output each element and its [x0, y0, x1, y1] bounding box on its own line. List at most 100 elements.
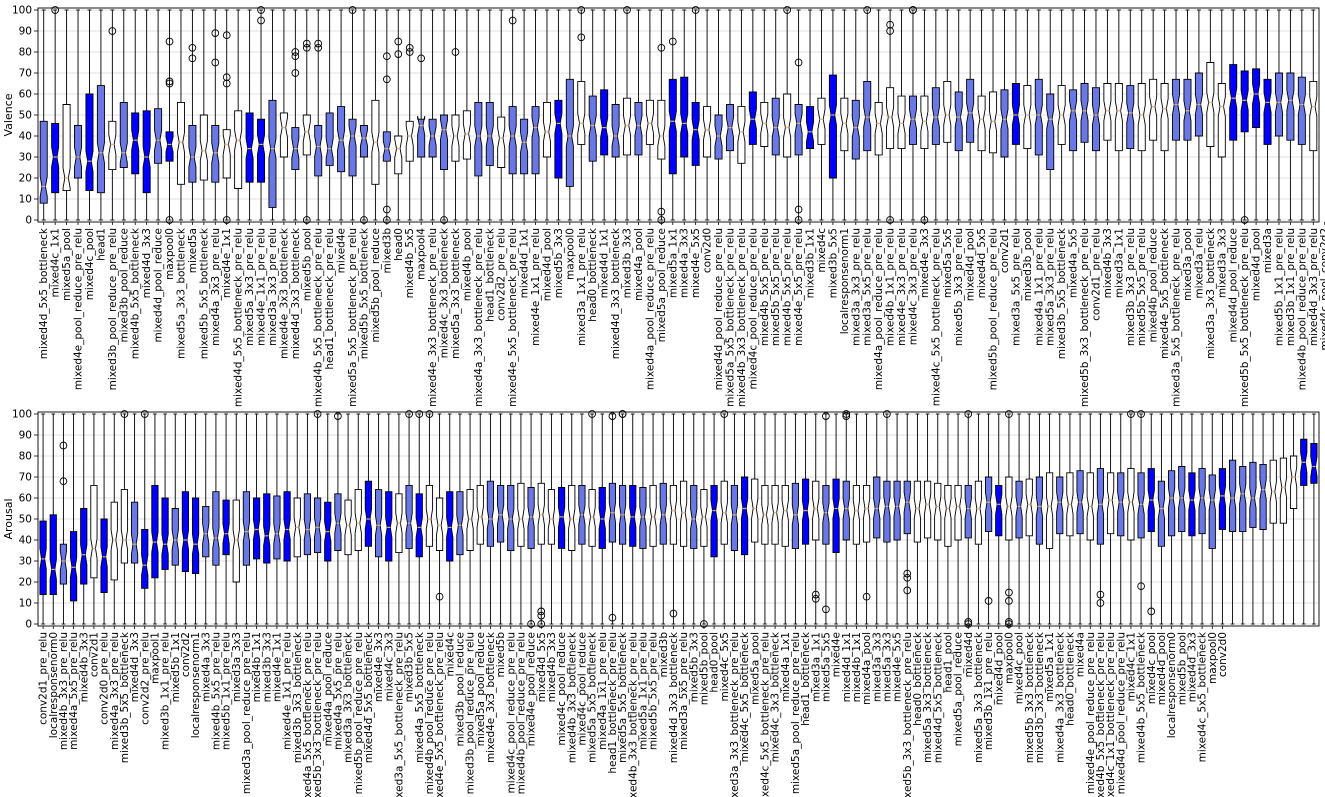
x-tick-label: mixed4d_5x5_bottleneck_pre_relu: [233, 228, 245, 407]
box-46: [565, 9, 574, 221]
box-3: [69, 413, 78, 625]
x-tick-label: mixed4b_1x1_pre_relu: [885, 228, 897, 346]
box-body: [531, 106, 540, 175]
x-tick-label: mixed4c_3x3: [383, 632, 395, 701]
outlier-point: [59, 441, 68, 450]
box-34: [428, 9, 437, 221]
outlier-point: [588, 410, 596, 418]
box-109: [1147, 413, 1156, 625]
x-tick-label: mixed5a_3x3: [881, 632, 893, 702]
outlier-point: [222, 79, 231, 88]
box-body: [74, 125, 83, 179]
box-body: [110, 501, 118, 581]
outlier-point: [783, 6, 792, 14]
x-tick-label: mixed3b: [658, 632, 670, 678]
box-75: [897, 9, 906, 221]
outlier-point: [903, 586, 912, 595]
x-tick-label: mixed5b_pool: [1176, 632, 1188, 705]
box-body: [1015, 480, 1023, 539]
box-body: [923, 480, 932, 539]
box-113: [1188, 413, 1196, 625]
box-body: [334, 493, 342, 551]
outlier-point: [577, 6, 586, 14]
x-tick-label: maxpool0: [1207, 632, 1219, 684]
outlier-point: [822, 605, 830, 614]
x-tick-label: mixed3a_5x5_bottleneck_pre_relu: [393, 632, 405, 797]
x-tick-label: mixed4a_pool: [861, 632, 873, 705]
box-110: [1297, 9, 1306, 221]
x-tick-label: conv2d1: [999, 228, 1011, 273]
x-tick-label: mixed4c_5x5: [719, 632, 731, 701]
box-body: [883, 480, 891, 543]
x-tick-label: mixed3b_1x1_pre_relu: [983, 632, 995, 750]
box-80: [954, 9, 963, 221]
x-tick-label: mixed4e_1x1: [221, 228, 233, 298]
x-tick-label: mixed4a_3x3: [200, 632, 212, 702]
box-body: [520, 118, 529, 175]
box-body: [748, 91, 757, 145]
x-tick-label: conv2d1: [88, 632, 100, 677]
x-tick-label: mixed3b_3x3_pre_relu: [1125, 228, 1137, 346]
x-tick-label: mixed3a_1x1_pre_relu: [576, 228, 588, 346]
box-55: [668, 9, 677, 221]
box-99: [1045, 413, 1054, 625]
box-100: [1183, 9, 1192, 221]
x-tick-label: mixed4c_pool: [1146, 632, 1158, 704]
box-104: [1096, 413, 1105, 625]
x-tick-label: mixed3b_5x5: [404, 632, 416, 702]
box-body: [476, 484, 484, 545]
x-tick-label: mixed4e_5x5_bottleneck_pre_relu: [507, 228, 519, 407]
box-body: [1056, 476, 1064, 535]
box-body: [211, 125, 220, 183]
box-body: [954, 91, 963, 152]
x-tick-label: mixed4c_1x1: [1125, 632, 1137, 701]
x-tick-label: head0: [393, 228, 405, 261]
box-66: [710, 413, 718, 625]
x-tick-label: mixed5b_pool: [698, 632, 710, 705]
x-tick-label: mixed4d_pool: [965, 228, 977, 301]
plot-frame: [37, 411, 1320, 627]
box-54: [588, 410, 596, 625]
box-51: [557, 413, 566, 625]
box-33: [374, 413, 383, 625]
box-88: [934, 413, 942, 625]
box-37: [462, 9, 471, 221]
box-73: [874, 9, 883, 221]
box-91: [1080, 9, 1089, 221]
box-42: [466, 413, 474, 625]
box-31: [354, 413, 362, 625]
x-tick-label: head1_bottleneck_pre_relu: [607, 632, 619, 774]
outlier-point: [1096, 599, 1105, 607]
box-body: [639, 487, 647, 549]
box-44: [542, 9, 551, 221]
box-body: [913, 480, 922, 543]
x-tick-label: conv2d0: [1217, 632, 1229, 677]
box-119: [1249, 413, 1257, 625]
box-body: [212, 491, 220, 566]
box-body: [268, 99, 277, 208]
box-body: [1289, 455, 1298, 509]
box-body: [588, 95, 597, 162]
box-50: [611, 9, 620, 221]
x-tick-label: mixed5a_1x1: [1044, 632, 1056, 702]
box-body: [1149, 78, 1158, 141]
outlier-point: [291, 52, 300, 61]
box-58: [703, 9, 712, 221]
box-body: [1167, 470, 1176, 537]
box-body: [1023, 85, 1032, 150]
outlier-point: [348, 6, 357, 14]
box-body: [1126, 85, 1135, 150]
outlier-point: [222, 31, 231, 40]
x-tick-label: mixed5b_5x5_bottleneck: [358, 227, 370, 359]
x-tick-label: mixed3a_5x5_pre_relu: [1010, 228, 1022, 346]
box-body: [714, 114, 723, 160]
outlier-point: [964, 410, 973, 418]
box-body: [446, 491, 454, 562]
outlier-point: [51, 6, 60, 14]
box-body: [313, 497, 322, 554]
y-tick-label: 100: [12, 409, 32, 421]
box-2: [59, 413, 68, 625]
box-116: [1218, 413, 1227, 625]
box-body: [151, 484, 159, 579]
x-tick-label: mixed4d_5x5_bottleneck: [38, 227, 50, 359]
